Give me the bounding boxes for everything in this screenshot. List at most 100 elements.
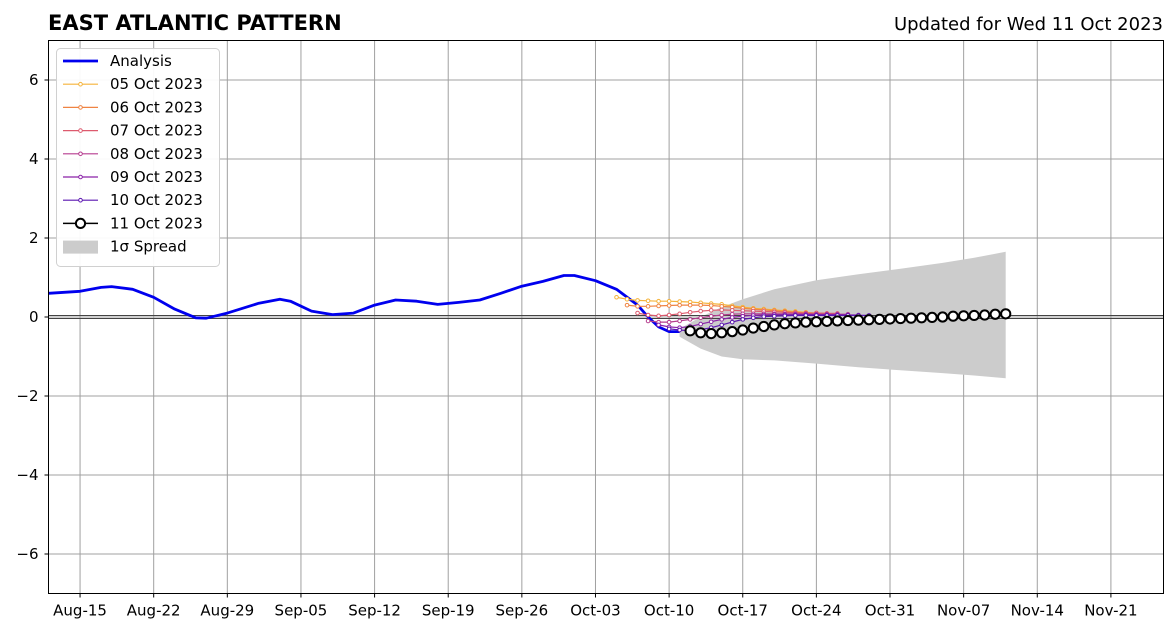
forecast-point xyxy=(708,303,714,308)
forecast-point xyxy=(666,312,672,318)
legend-marker xyxy=(78,81,83,87)
x-tick-label: Oct-10 xyxy=(644,602,694,620)
x-tick-label: Sep-26 xyxy=(495,602,548,620)
legend-item: 08 Oct 2023 xyxy=(63,145,203,163)
x-tick-label: Oct-24 xyxy=(791,602,841,620)
forecast-point xyxy=(677,311,682,317)
y-tick-label: 0 xyxy=(29,308,39,326)
forecast-point xyxy=(698,308,703,314)
forecast-point xyxy=(645,318,651,324)
forecast-point xyxy=(624,302,630,308)
forecast-point xyxy=(635,304,640,309)
x-tick-label: Sep-19 xyxy=(422,602,475,620)
analysis-line xyxy=(48,274,680,333)
forecast-point xyxy=(687,317,693,322)
forecast-point xyxy=(926,311,938,323)
forecast-point xyxy=(719,322,725,328)
x-tick-label: Oct-31 xyxy=(865,602,915,620)
forecast-point xyxy=(968,309,980,322)
legend-label: 11 Oct 2023 xyxy=(110,214,203,232)
forecast-point xyxy=(947,310,959,322)
chart-title: EAST ATLANTIC PATTERN xyxy=(48,11,342,35)
forecast-point xyxy=(677,302,682,308)
forecast-point xyxy=(761,314,767,319)
legend: Analysis 05 Oct 2023 06 Oct 2023 07 Oct 202… xyxy=(56,48,220,267)
forecast-point xyxy=(937,311,949,323)
forecast-point xyxy=(782,313,788,319)
legend-box xyxy=(56,48,220,267)
forecast-point xyxy=(695,327,707,339)
legend-swatch xyxy=(63,240,98,254)
forecast-point xyxy=(635,310,640,316)
forecast-point xyxy=(989,308,1001,320)
forecast-point xyxy=(750,315,756,321)
forecast-point xyxy=(705,327,717,340)
forecast-point xyxy=(873,313,886,325)
forecast-point xyxy=(719,307,725,313)
legend-item: 1σ Spread xyxy=(63,238,187,256)
forecast-point xyxy=(719,317,725,322)
legend-marker xyxy=(78,174,83,180)
forecast-point xyxy=(687,309,693,315)
forecast-point xyxy=(772,313,777,319)
forecast-point xyxy=(719,312,725,318)
x-tick-label: Nov-14 xyxy=(1011,602,1064,620)
forecast-point xyxy=(656,322,661,328)
forecast-point xyxy=(810,316,822,328)
forecast-point xyxy=(716,327,728,339)
forecast-point xyxy=(645,298,651,304)
forecast-point xyxy=(905,312,917,324)
y-tick-label: −2 xyxy=(16,387,38,405)
forecast-point xyxy=(768,319,780,331)
x-tick-label: Nov-21 xyxy=(1084,602,1137,620)
forecast-point xyxy=(884,313,896,325)
analysis-series xyxy=(48,274,680,333)
x-tick-label: Aug-15 xyxy=(53,602,107,620)
forecast-point xyxy=(842,314,854,327)
forecast-point xyxy=(958,310,970,322)
forecast-point xyxy=(779,318,791,330)
legend-label: 06 Oct 2023 xyxy=(110,98,203,116)
forecast-point xyxy=(698,302,703,308)
x-tick-label: Oct-17 xyxy=(718,602,768,620)
legend-marker xyxy=(78,197,83,203)
forecast-point xyxy=(666,319,672,325)
forecast-point xyxy=(698,315,703,321)
legend-item: Analysis xyxy=(63,52,172,70)
x-tick-label: Nov-07 xyxy=(937,602,990,620)
forecast-series xyxy=(614,294,1012,340)
forecast-point xyxy=(821,315,833,327)
forecast-point xyxy=(656,303,661,309)
chart-subtitle: Updated for Wed 11 Oct 2023 xyxy=(894,14,1163,35)
forecast-point xyxy=(624,296,630,302)
forecast-point xyxy=(737,324,749,336)
forecast-point xyxy=(729,319,735,325)
forecast-point xyxy=(747,322,759,334)
legend-item: 07 Oct 2023 xyxy=(63,122,203,140)
y-tick-label: 2 xyxy=(29,229,39,247)
forecast-point xyxy=(740,317,746,322)
forecast-point xyxy=(789,317,801,329)
forecast-point xyxy=(793,313,798,318)
legend-label: 1σ Spread xyxy=(110,238,187,256)
forecast-point xyxy=(656,313,661,319)
legend-marker xyxy=(78,128,83,133)
forecast-point xyxy=(635,298,640,303)
forecast-point xyxy=(729,315,735,320)
legend-label: 10 Oct 2023 xyxy=(110,191,203,209)
legend-label: 05 Oct 2023 xyxy=(110,75,203,93)
x-tick-label: Aug-29 xyxy=(200,602,254,620)
legend-item: 11 Oct 2023 xyxy=(63,214,203,232)
forecast-point xyxy=(645,312,651,318)
forecast-point xyxy=(863,314,875,326)
x-axis: Aug-15 Aug-22 Aug-29 Sep-05 Sep-12 Sep-19 Sep-… xyxy=(53,593,1138,620)
y-tick-label: −4 xyxy=(16,466,38,484)
forecast-point xyxy=(708,307,714,313)
forecast-point xyxy=(687,302,693,308)
forecast-point xyxy=(708,313,714,319)
forecast-series-6 xyxy=(684,308,1012,340)
forecast-point xyxy=(1000,308,1012,320)
legend-label: 09 Oct 2023 xyxy=(110,168,203,186)
legend-label: Analysis xyxy=(110,52,172,70)
legend-marker xyxy=(78,151,83,157)
